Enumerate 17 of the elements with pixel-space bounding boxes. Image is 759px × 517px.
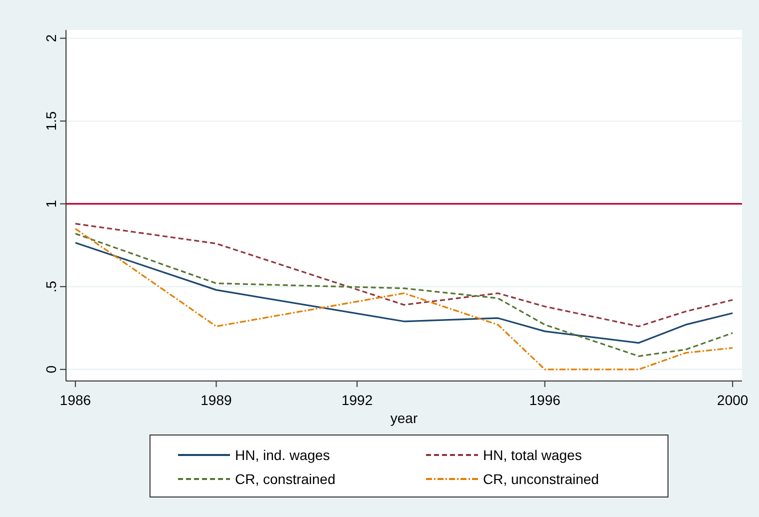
legend-label: CR, unconstrained: [483, 471, 599, 487]
x-axis-title: year: [390, 410, 418, 426]
x-tick-label: 1992: [341, 392, 373, 408]
legend-label: HN, total wages: [483, 447, 582, 463]
line-series: [74, 242, 734, 344]
y-tick-label: .5: [43, 280, 59, 292]
x-tick-label: 2000: [717, 392, 748, 408]
y-tick-label: 0: [43, 365, 59, 374]
legend-label: HN, ind. wages: [235, 447, 330, 463]
x-tick-label: 1996: [529, 392, 561, 408]
y-tick-label: 1.5: [43, 111, 59, 131]
line-series: [74, 222, 734, 328]
y-tick-label: 2: [43, 34, 59, 42]
y-tick-label: 1: [43, 200, 59, 208]
x-tick-label: 1986: [60, 392, 92, 408]
x-tick-label: 1989: [200, 392, 232, 408]
legend-label: CR, constrained: [235, 471, 336, 487]
